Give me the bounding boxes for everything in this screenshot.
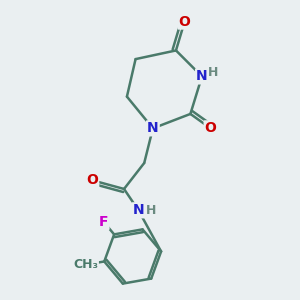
Text: H: H bbox=[208, 67, 219, 80]
Text: F: F bbox=[99, 215, 109, 229]
Text: N: N bbox=[147, 122, 159, 135]
Text: O: O bbox=[179, 15, 190, 28]
Text: N: N bbox=[196, 69, 208, 83]
Text: H: H bbox=[146, 204, 156, 218]
Text: CH₃: CH₃ bbox=[73, 258, 98, 271]
Text: N: N bbox=[133, 203, 144, 217]
Text: O: O bbox=[86, 173, 98, 187]
Text: O: O bbox=[205, 122, 217, 135]
